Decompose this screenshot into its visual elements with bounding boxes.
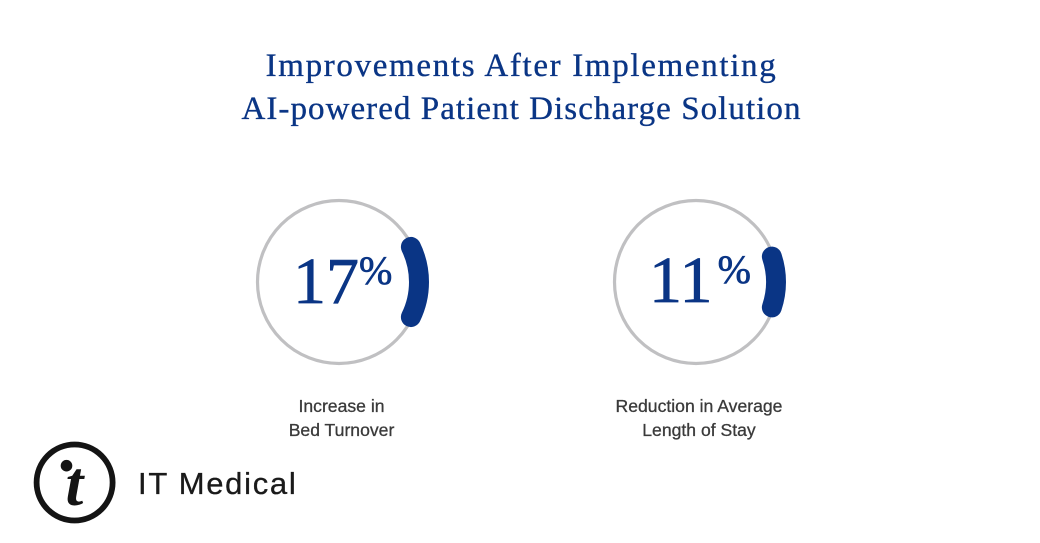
svg-text:t: t <box>66 448 86 519</box>
